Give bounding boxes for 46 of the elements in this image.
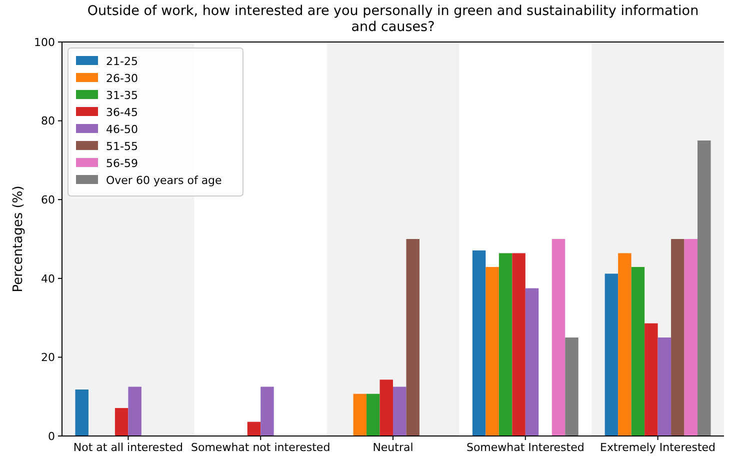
x-tick-label: Somewhat not interested: [191, 441, 330, 454]
bar: [260, 386, 274, 436]
legend-label: 26-30: [106, 72, 138, 85]
bar: [366, 394, 380, 436]
x-tick-label: Extremely Interested: [600, 441, 716, 454]
y-tick-label: 20: [41, 351, 55, 364]
legend-label: 56-59: [106, 156, 138, 170]
bar: [114, 408, 128, 436]
y-tick-label: 100: [34, 36, 55, 49]
legend-label: 51-55: [106, 140, 138, 153]
bar: [565, 338, 578, 436]
bar: [472, 250, 486, 436]
bar: [380, 380, 393, 436]
bar: [128, 386, 142, 436]
x-tick-label: Not at all interested: [73, 441, 184, 454]
bar: [671, 239, 684, 436]
bar: [353, 394, 367, 436]
bar: [618, 253, 632, 436]
bar: [684, 239, 698, 436]
x-tick-label: Somewhat Interested: [466, 441, 584, 454]
y-tick-label: 60: [41, 193, 55, 206]
legend-label: Over 60 years of age: [106, 174, 222, 187]
bar: [552, 239, 566, 436]
bar: [604, 274, 618, 436]
legend-label: 21-25: [106, 54, 138, 68]
legend-label: 31-35: [106, 88, 138, 102]
bar: [486, 266, 499, 436]
y-axis-title: Percentages (%): [11, 186, 26, 292]
bar: [658, 338, 672, 436]
y-tick-label: 0: [48, 430, 55, 443]
bar: [631, 266, 645, 436]
x-tick-label: Neutral: [372, 441, 414, 454]
y-tick-label: 40: [41, 272, 55, 286]
bar: [247, 422, 261, 436]
bar: [393, 386, 406, 436]
bar: [512, 253, 526, 436]
bar: [498, 253, 512, 436]
bar: [525, 288, 539, 436]
y-tick-label: 80: [41, 114, 55, 128]
chart-title: Outside of work, how interested are you personally in green and sustainability information and causes?: [87, 3, 699, 35]
bar: [698, 140, 711, 436]
legend-label: 36-45: [106, 106, 138, 119]
bar: [644, 323, 658, 436]
legend-label: 46-50: [106, 122, 138, 136]
bar: [406, 239, 420, 436]
bar: [75, 390, 88, 436]
